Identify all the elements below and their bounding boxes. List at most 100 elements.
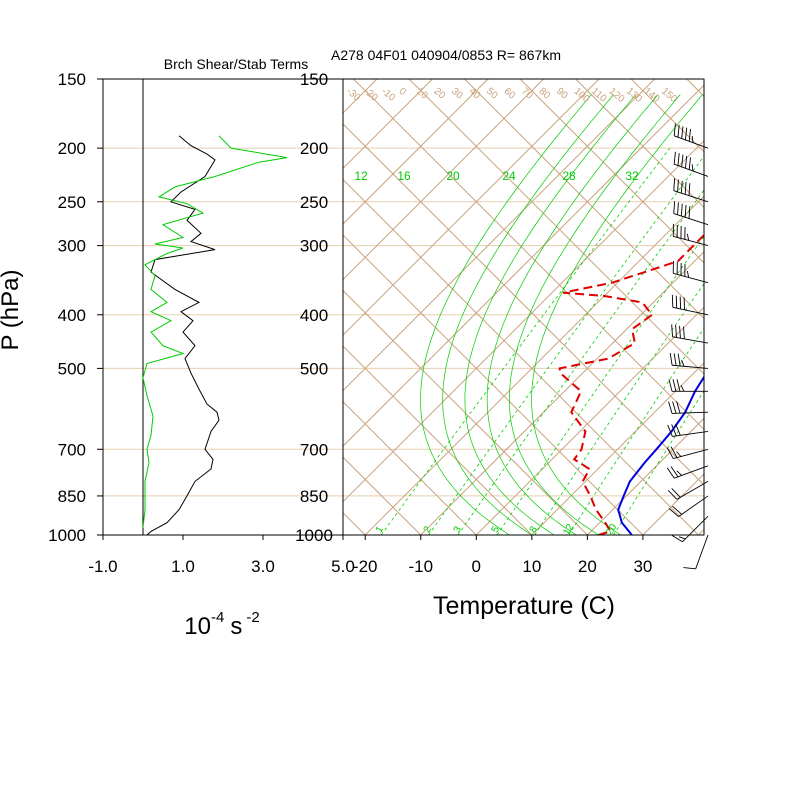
skewt-pressure-label-700: 700 [300,440,328,459]
left-pressure-label-1000: 1000 [48,526,86,545]
moist-adiabat-line [486,94,659,535]
wind-barb [673,201,709,226]
mixing-ratio-label: 12 [561,522,576,538]
moist-adiabat-label: 32 [625,169,639,183]
skewt-pressure-label-1000: 1000 [295,526,333,545]
x-unit-base: 10 [184,613,211,640]
isotherm-line [475,306,704,535]
isotherm-label: 10 [414,86,430,102]
wind-barb [666,446,709,460]
isotherm-label: 60 [502,86,518,102]
isotherm-line [364,195,704,535]
isotherm-line [343,139,704,503]
mixing-ratio-label: 1 [374,524,387,535]
temperature-tick-labels: -20 -10 0 10 20 30 [353,535,652,576]
temperature-tick-label: 10 [522,557,541,576]
mixing-ratio-label: 20 [604,522,619,538]
isotherm-line [343,79,433,170]
mixing-ratio-line [534,283,704,535]
skewt-pressure-label-200: 200 [300,139,328,158]
temperature-tick-label: 20 [578,557,597,576]
isotherm-label: -20 [362,86,380,104]
dry-adiabat-line [343,456,422,535]
left-x-tick-labels: -1.0 1.0 3.0 5.0 [88,535,355,576]
left-pressure-label-850: 850 [58,487,86,506]
shear-stability-panel: -1.0 1.0 3.0 5.0 150 200 250 300 400 500 700 850 10… [0,56,355,640]
temperature-tick-label: -20 [353,557,378,576]
dry-adiabat-line [343,401,477,535]
wind-barb [668,379,708,392]
isotherm-label: 110 [589,86,609,105]
dry-adiabat-line [0,79,310,535]
wind-barb-column [666,123,709,570]
isotherm-line [0,79,210,535]
mixing-ratio-line [380,147,671,535]
isotherm-label: 150 [659,86,679,105]
skewt-pressure-tick-labels: 150 200 250 300 400 500 700 850 1000 [295,70,333,545]
dry-adiabat-line [519,79,704,264]
shear-profile-line [146,135,220,536]
left-series-layer [142,135,288,536]
wind-barb [669,352,709,369]
wind-barb [673,178,709,203]
stability-profile-line [142,135,288,528]
isotherm-label: 90 [554,86,570,102]
mixing-ratio-label: 5 [490,524,503,535]
moist-adiabat-label: 24 [502,169,516,183]
moist-adiabat-line [509,94,681,535]
dry-adiabat-line [464,79,704,320]
left-pressure-label-400: 400 [58,306,86,325]
isotherm-label: 80 [537,86,553,102]
mixing-ratio-line [457,189,704,535]
skewt-pressure-label-250: 250 [300,193,328,212]
wind-barb [673,123,709,149]
skewt-grid-labels: -30 -20 -10 0 10 20 30 40 50 60 70 80 90 100110120130… [344,86,679,537]
moist-adiabat-label: 16 [397,169,411,183]
dry-adiabat-line [343,178,699,535]
dry-adiabat-line [742,79,800,535]
wind-barb [673,151,709,177]
isotherm-line [754,79,800,535]
isotherm-label: 50 [484,86,500,102]
wind-barb [666,465,709,479]
isotherm-label: 0 [397,86,409,98]
dewpoint-profile-line [558,233,704,535]
left-x-tick-label: 3.0 [251,557,275,576]
wind-barb [668,495,709,517]
isotherm-label: 40 [467,86,483,102]
isotherm-line [343,84,704,447]
left-x-axis-label: 10-4 s -2 [184,609,259,640]
isotherm-line [531,362,704,535]
mixing-ratio-label: 2 [422,524,435,535]
wind-barb [683,534,709,570]
moist-adiabat-line [464,94,637,535]
left-pressure-label-700: 700 [58,440,86,459]
x-unit-symbol: s [230,613,242,640]
y-axis-label: P (hPa) [0,270,24,351]
isotherm-label: 30 [449,86,465,102]
wind-barb [672,223,709,247]
temperature-tick-label: 30 [633,557,652,576]
left-pressure-label-300: 300 [58,237,86,256]
skewt-pressure-label-400: 400 [300,306,328,325]
dry-adiabat-line [343,234,644,535]
isotherm-label: -30 [344,86,362,104]
left-pressure-label-150: 150 [58,70,86,89]
isotherm-line [343,79,600,336]
isotherm-line [0,79,266,535]
skewt-panel: -30 -20 -10 0 10 20 30 40 50 60 70 80 90 100110120130… [0,47,800,620]
left-pressure-label-500: 500 [58,359,86,378]
wind-barb [671,324,709,344]
isotherm-line [587,417,704,535]
wind-barb [671,515,709,543]
x-unit-exponent: -4 [211,609,224,626]
isotherm-label: 120 [607,86,627,105]
skewt-plot-frame [342,78,705,536]
isotherm-line [420,251,704,535]
skewt-pressure-label-150: 150 [300,70,328,89]
dry-adiabat-line [630,79,704,153]
isotherm-line [343,79,655,392]
dry-adiabat-line [408,79,704,375]
skewt-pressure-label-850: 850 [300,487,328,506]
